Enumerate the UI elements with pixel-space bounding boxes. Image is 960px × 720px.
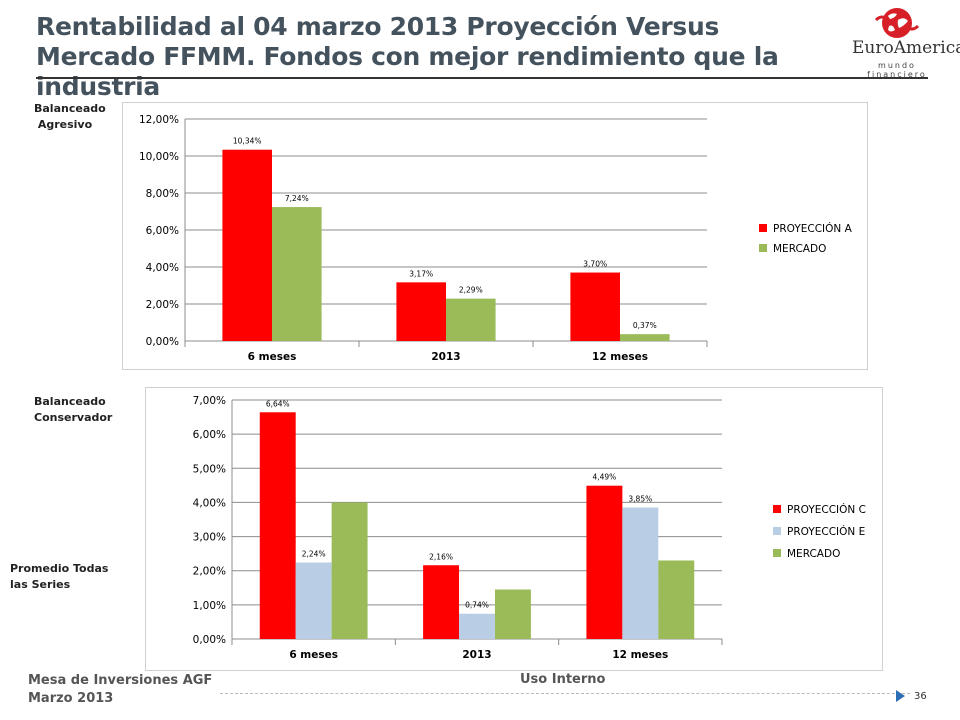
- euroamerica-logo: EuroAmerica mundo financiero: [852, 6, 960, 79]
- conservador-y-tick-label: 0,00%: [193, 634, 226, 646]
- label-balanceado-agresivo: Balanceado Agresivo: [34, 102, 106, 131]
- conservador-legend-swatch-proyeccion-c: [773, 505, 781, 513]
- agresivo-x-tick-label: 6 meses: [248, 351, 297, 363]
- footer-desk: Mesa de Inversiones AGF: [28, 673, 213, 688]
- label-balanceado-conservador: Balanceado Conservador: [34, 395, 113, 424]
- agresivo-y-tick-label: 4,00%: [146, 262, 179, 274]
- agresivo-legend-label-proyeccion-a: PROYECCIÓN A: [773, 222, 853, 235]
- conservador-y-tick-label: 3,00%: [193, 532, 226, 544]
- agresivo-bar-proyeccion-a-6-meses: [222, 149, 272, 341]
- agresivo-bar-mercado-6-meses: [272, 207, 322, 341]
- chart-agresivo: 0,00% 2,00% 4,00% 6,00% 8,00% 10,00% 12,00% 10,…: [122, 102, 868, 370]
- logo-wordmark: EuroAmerica: [852, 38, 960, 58]
- chart-conservador: 0,00% 1,00% 2,00% 3,00% 4,00% 5,00% 6,00% 7,00%…: [145, 387, 883, 671]
- agresivo-y-tick-label: 12,00%: [139, 114, 179, 126]
- conservador-legend-swatch-mercado: [773, 549, 781, 557]
- conservador-bar-proyeccion-e-12-meses: [622, 507, 659, 639]
- conservador-y-tick-label: 6,00%: [193, 429, 226, 441]
- agresivo-bar-proyeccion-a-2013: [396, 282, 446, 341]
- page-number: 36: [914, 691, 927, 702]
- conservador-x-tick-label: 12 meses: [612, 649, 668, 661]
- page-arrow-icon: [896, 690, 905, 702]
- conservador-data-label: 2,24%: [302, 550, 326, 559]
- agresivo-legend-swatch-mercado: [759, 244, 767, 252]
- conservador-data-label: 2,16%: [429, 552, 453, 561]
- conservador-x-tick-label: 2013: [462, 649, 491, 661]
- agresivo-bar-mercado-2013: [446, 298, 496, 341]
- footer-organization: Mesa de Inversiones AGF Marzo 2013: [28, 672, 212, 708]
- conservador-bar-mercado-12-meses: [658, 560, 695, 639]
- chart-conservador-svg: 0,00% 1,00% 2,00% 3,00% 4,00% 5,00% 6,00% 7,00%…: [193, 395, 866, 661]
- chart-agresivo-svg: 0,00% 2,00% 4,00% 6,00% 8,00% 10,00% 12,00% 10,…: [139, 114, 853, 363]
- conservador-legend-label-mercado: MERCADO: [787, 548, 840, 560]
- footer-classification: Uso Interno: [520, 672, 606, 687]
- agresivo-y-tick-label: 10,00%: [139, 151, 179, 163]
- conservador-bar-proyeccion-c-2013: [423, 565, 460, 639]
- conservador-bar-mercado-2013: [494, 589, 531, 639]
- agresivo-data-label: 3,17%: [409, 269, 433, 278]
- conservador-data-label: 0,74%: [465, 601, 489, 610]
- conservador-legend-label-proyeccion-e: PROYECCIÓN E: [787, 525, 865, 538]
- agresivo-data-label: 10,34%: [233, 137, 262, 146]
- agresivo-x-tick-label: 2013: [431, 351, 460, 363]
- agresivo-legend-label-mercado: MERCADO: [773, 243, 826, 255]
- agresivo-y-tick-label: 8,00%: [146, 188, 179, 200]
- agresivo-data-label: 2,29%: [459, 286, 483, 295]
- logo-tagline: mundo financiero: [867, 61, 927, 79]
- conservador-y-tick-label: 4,00%: [193, 497, 226, 509]
- agresivo-y-tick-label: 2,00%: [146, 299, 179, 311]
- conservador-y-tick-label: 5,00%: [193, 463, 226, 475]
- conservador-y-tick-label: 1,00%: [193, 600, 226, 612]
- globe-emblem-icon: [874, 8, 920, 38]
- conservador-bar-proyeccion-c-12-meses: [586, 485, 623, 639]
- agresivo-bar-proyeccion-a-12-meses: [570, 272, 620, 341]
- agresivo-legend-swatch-proyeccion-a: [759, 224, 767, 232]
- conservador-legend-label-proyeccion-c: PROYECCIÓN C: [787, 503, 866, 516]
- slide-title: Rentabilidad al 04 marzo 2013 Proyección…: [36, 12, 779, 101]
- footer-date: Marzo 2013: [28, 691, 114, 706]
- agresivo-data-label: 3,70%: [583, 260, 607, 269]
- conservador-y-tick-label: 2,00%: [193, 566, 226, 578]
- agresivo-data-label: 7,24%: [285, 194, 309, 203]
- conservador-bar-proyeccion-e-6-meses: [295, 562, 332, 639]
- footer-divider: [220, 693, 910, 694]
- agresivo-bar-mercado-12-meses: [620, 334, 670, 341]
- conservador-bar-proyeccion-c-6-meses: [259, 412, 296, 639]
- conservador-y-tick-label: 7,00%: [193, 395, 226, 407]
- conservador-x-tick-label: 6 meses: [289, 649, 338, 661]
- label-promedio-series: Promedio Todas las Series: [10, 562, 109, 591]
- agresivo-data-label: 0,37%: [633, 321, 657, 330]
- agresivo-y-tick-label: 0,00%: [146, 336, 179, 348]
- agresivo-x-tick-label: 12 meses: [592, 351, 648, 363]
- title-underline: [36, 77, 928, 79]
- conservador-data-label: 6,64%: [266, 399, 290, 408]
- conservador-data-label: 3,85%: [628, 495, 652, 504]
- agresivo-y-tick-label: 6,00%: [146, 225, 179, 237]
- conservador-data-label: 4,49%: [592, 473, 616, 482]
- conservador-bar-mercado-6-meses: [331, 502, 368, 639]
- conservador-bar-proyeccion-e-2013: [459, 613, 495, 639]
- conservador-legend-swatch-proyeccion-e: [773, 527, 781, 535]
